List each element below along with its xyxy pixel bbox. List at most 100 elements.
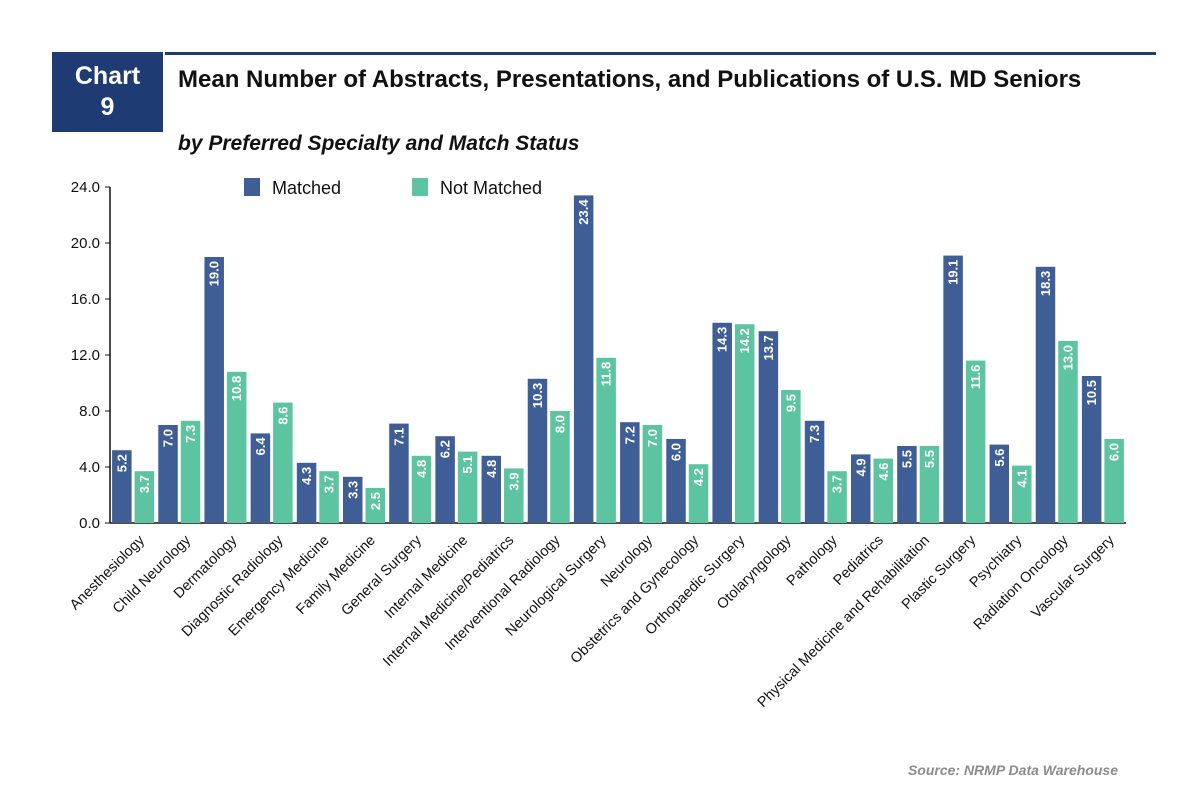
bar-matched (296, 462, 317, 523)
bar-not-matched (457, 451, 478, 523)
data-label: 5.2 (114, 454, 129, 472)
data-label: 19.0 (207, 261, 222, 286)
data-label: 5.5 (899, 450, 914, 468)
chart-subtitle: by Preferred Specialty and Match Status (178, 132, 580, 155)
data-label: 4.3 (299, 467, 314, 485)
data-label: 14.2 (737, 328, 752, 353)
data-label: 3.7 (322, 475, 337, 493)
bar-matched (250, 433, 271, 523)
legend-swatch-not-matched (412, 178, 428, 196)
y-tick-label: 20.0 (71, 235, 100, 252)
data-label: 13.7 (761, 335, 776, 360)
data-label: 7.0 (645, 429, 660, 447)
bar-not-matched (134, 471, 155, 523)
legend-label-not-matched: Not Matched (440, 178, 542, 198)
bar-not-matched (319, 471, 339, 523)
y-tick-label: 12.0 (71, 347, 100, 364)
bar-matched (435, 436, 455, 523)
bar-matched (573, 195, 594, 523)
y-tick-label: 16.0 (71, 291, 100, 308)
data-label: 2.5 (368, 492, 383, 510)
bar-matched (897, 446, 917, 523)
bar-matched (989, 444, 1010, 523)
data-label: 4.1 (1014, 470, 1029, 488)
data-label: 9.5 (783, 394, 798, 412)
bar-matched (804, 420, 825, 523)
bar-matched (527, 378, 548, 523)
legend-label-matched: Matched (272, 178, 341, 198)
bar-not-matched (919, 446, 940, 523)
category-label: General Surgery (338, 532, 425, 619)
y-tick-label: 4.0 (79, 459, 100, 476)
bar-not-matched (180, 420, 201, 523)
data-label: 10.8 (229, 376, 244, 401)
data-label: 3.7 (830, 475, 845, 493)
bar-not-matched (273, 402, 293, 523)
bar-matched (851, 454, 871, 523)
chart-number-badge: Chart 9 (52, 52, 163, 132)
category-label: Internal Medicine (382, 533, 471, 622)
y-tick-label: 0.0 (79, 515, 100, 532)
data-label: 7.0 (161, 429, 176, 447)
bar-not-matched (965, 360, 986, 523)
bar-matched (204, 257, 224, 523)
data-label: 6.0 (669, 443, 684, 461)
bar-matched (158, 425, 178, 523)
bar-matched (1081, 376, 1102, 523)
category-label: Physical Medicine and Rehabilitation (755, 533, 933, 711)
data-label: 6.4 (253, 437, 268, 456)
data-label: 14.3 (715, 327, 730, 352)
bar-not-matched (873, 458, 893, 523)
legend-swatch-matched (244, 178, 260, 196)
bar-matched (1035, 266, 1056, 523)
data-label: 4.9 (853, 458, 868, 476)
y-tick-label: 8.0 (79, 403, 100, 420)
data-label: 4.8 (414, 460, 429, 478)
bar-matched (758, 331, 779, 523)
bar-matched (943, 255, 963, 523)
header-rule (165, 52, 1156, 55)
bar-not-matched (411, 455, 432, 523)
bar-not-matched (688, 464, 709, 523)
data-label: 7.2 (622, 426, 637, 444)
data-label: 8.0 (552, 415, 567, 433)
bar-not-matched (1012, 465, 1032, 523)
data-label: 5.5 (922, 450, 937, 468)
data-label: 18.3 (1038, 271, 1053, 296)
data-label: 3.7 (137, 475, 152, 493)
category-label: Family Medicine (293, 533, 378, 618)
bar-not-matched (596, 357, 616, 523)
data-label: 7.3 (807, 425, 822, 443)
data-label: 10.5 (1084, 380, 1099, 405)
bar-not-matched (365, 488, 385, 523)
source-note: Source: NRMP Data Warehouse (907, 762, 1118, 778)
data-label: 7.3 (183, 425, 198, 443)
bar-matched (389, 423, 409, 523)
y-tick-label: 24.0 (71, 179, 100, 196)
data-label: 4.6 (876, 463, 891, 481)
bar-not-matched (827, 471, 847, 523)
data-label: 4.8 (484, 460, 499, 478)
bar-matched (481, 455, 502, 523)
bar-not-matched (642, 425, 663, 523)
data-label: 4.2 (691, 468, 706, 486)
data-label: 6.0 (1107, 443, 1122, 461)
bar-matched (112, 450, 132, 523)
category-label: Child Neurology (110, 532, 195, 617)
data-label: 10.3 (530, 383, 545, 408)
bar-matched (666, 439, 686, 523)
data-label: 11.6 (968, 365, 983, 390)
data-label: 8.6 (275, 407, 290, 425)
data-label: 19.1 (946, 260, 961, 285)
bar-not-matched (781, 390, 801, 523)
bar-not-matched (734, 324, 755, 523)
bar-matched (343, 476, 363, 523)
bar-not-matched (550, 411, 570, 523)
data-label: 6.2 (438, 440, 453, 458)
data-label: 11.8 (599, 362, 614, 387)
data-label: 13.0 (1060, 345, 1075, 370)
bar-not-matched (1058, 341, 1078, 523)
data-label: 3.9 (506, 472, 521, 490)
data-label: 23.4 (576, 199, 591, 225)
